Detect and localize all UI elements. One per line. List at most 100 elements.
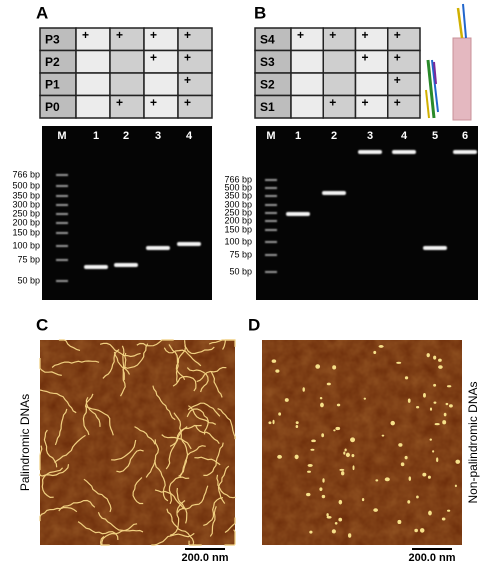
lane-label: 3 [155, 130, 161, 142]
dna-strand [169, 424, 202, 447]
dna-strand [208, 339, 235, 345]
panel-label: A [36, 3, 48, 22]
plus-mark: + [394, 73, 401, 87]
dna-particle [332, 365, 337, 370]
plus-mark: + [362, 51, 369, 65]
ladder-label: 500 bp [12, 180, 40, 190]
plus-mark: + [394, 96, 401, 110]
ladder-band [265, 187, 277, 189]
table-cell [75, 72, 111, 97]
dna-particle [436, 457, 439, 463]
dna-particle [335, 426, 341, 431]
dna-particle [384, 477, 390, 482]
dna-particle [442, 420, 447, 425]
dna-particle [334, 521, 338, 525]
dna-particle [396, 361, 402, 364]
panel-label: D [248, 315, 260, 334]
dna-strand [54, 408, 68, 446]
dna-particle [407, 500, 411, 504]
lane-label: 4 [186, 130, 193, 142]
dna-particle [295, 421, 299, 425]
scale-label: 200.0 nm [181, 552, 228, 564]
ladder-label: 500 bp [224, 182, 252, 192]
dna-strand [39, 506, 78, 522]
ladder-label: 300 bp [12, 199, 40, 209]
dna-strand [224, 529, 236, 546]
table-cell [387, 94, 421, 119]
dna-strand [99, 342, 141, 358]
dna-strand [177, 485, 209, 514]
dna-particle [375, 479, 379, 482]
dna-particle [341, 471, 345, 476]
table-cell [354, 49, 389, 74]
row-label: S2 [260, 77, 275, 91]
dna-particle [307, 463, 313, 467]
table-cell [290, 94, 324, 119]
ladder-label: 350 bp [224, 190, 252, 200]
ladder-label: 75 bp [17, 254, 40, 264]
dna-particle [277, 454, 282, 459]
plus-mark: + [184, 28, 191, 42]
row-label: P0 [45, 100, 60, 114]
ladder-label: 100 bp [224, 236, 252, 246]
ladder-label: 300 bp [224, 199, 252, 209]
ladder-band [265, 241, 277, 243]
table-cell [290, 27, 324, 52]
gel-image [42, 126, 212, 300]
ladder-label: 250 bp [12, 208, 40, 218]
row-label: P2 [45, 55, 60, 69]
dna-particle [294, 454, 299, 460]
dna-strand [224, 517, 236, 533]
dna-particle [319, 487, 323, 491]
dna-particle [378, 345, 384, 348]
dna-particle [321, 494, 326, 499]
ladder-label: 100 bp [12, 240, 40, 250]
plus-mark: + [184, 51, 191, 65]
dna-particle [422, 472, 427, 477]
dna-particle [331, 529, 336, 534]
dna-particle [448, 404, 453, 408]
dna-strand [188, 540, 202, 546]
ladder-band [265, 204, 277, 206]
plus-mark: + [184, 73, 191, 87]
dna-particle [443, 412, 447, 417]
dna-particle [321, 433, 325, 438]
dna-particle [397, 519, 402, 525]
dna-strand [168, 476, 190, 505]
afm-features [268, 345, 461, 538]
dna-strand [163, 347, 202, 367]
lane-label: 3 [367, 130, 373, 142]
dna-strand [203, 442, 224, 476]
table-cell [177, 94, 213, 119]
table-cell [387, 72, 421, 97]
dna-strand [186, 367, 209, 393]
ladder-label: 766 bp [12, 169, 40, 179]
dna-particle [426, 353, 430, 358]
lane-label: 2 [123, 130, 129, 142]
dna-strand [41, 467, 64, 499]
dna-strand [217, 465, 230, 504]
panel-label: C [36, 315, 48, 334]
dna-strand [184, 345, 215, 355]
dna-particle [338, 517, 343, 522]
dna-particle [295, 424, 299, 429]
dna-particle [432, 450, 435, 453]
dna-strand [83, 478, 112, 513]
table-cell [322, 72, 357, 97]
gel-band [423, 246, 447, 250]
ladder-label: 50 bp [229, 266, 252, 276]
gel-band [177, 242, 201, 246]
dna-strand [39, 358, 62, 376]
dna-particle [438, 365, 443, 369]
ladder-label: 150 bp [224, 224, 252, 234]
ladder-band [56, 259, 68, 261]
row-label: P1 [45, 77, 60, 91]
ladder-label: 50 bp [17, 275, 40, 285]
dna-particle [438, 358, 442, 362]
dna-strand [166, 508, 196, 546]
dna-strand [186, 408, 209, 435]
ladder-band [265, 220, 277, 222]
dna-strand [216, 474, 236, 499]
plus-mark: + [362, 96, 369, 110]
dna-particle [434, 423, 440, 426]
